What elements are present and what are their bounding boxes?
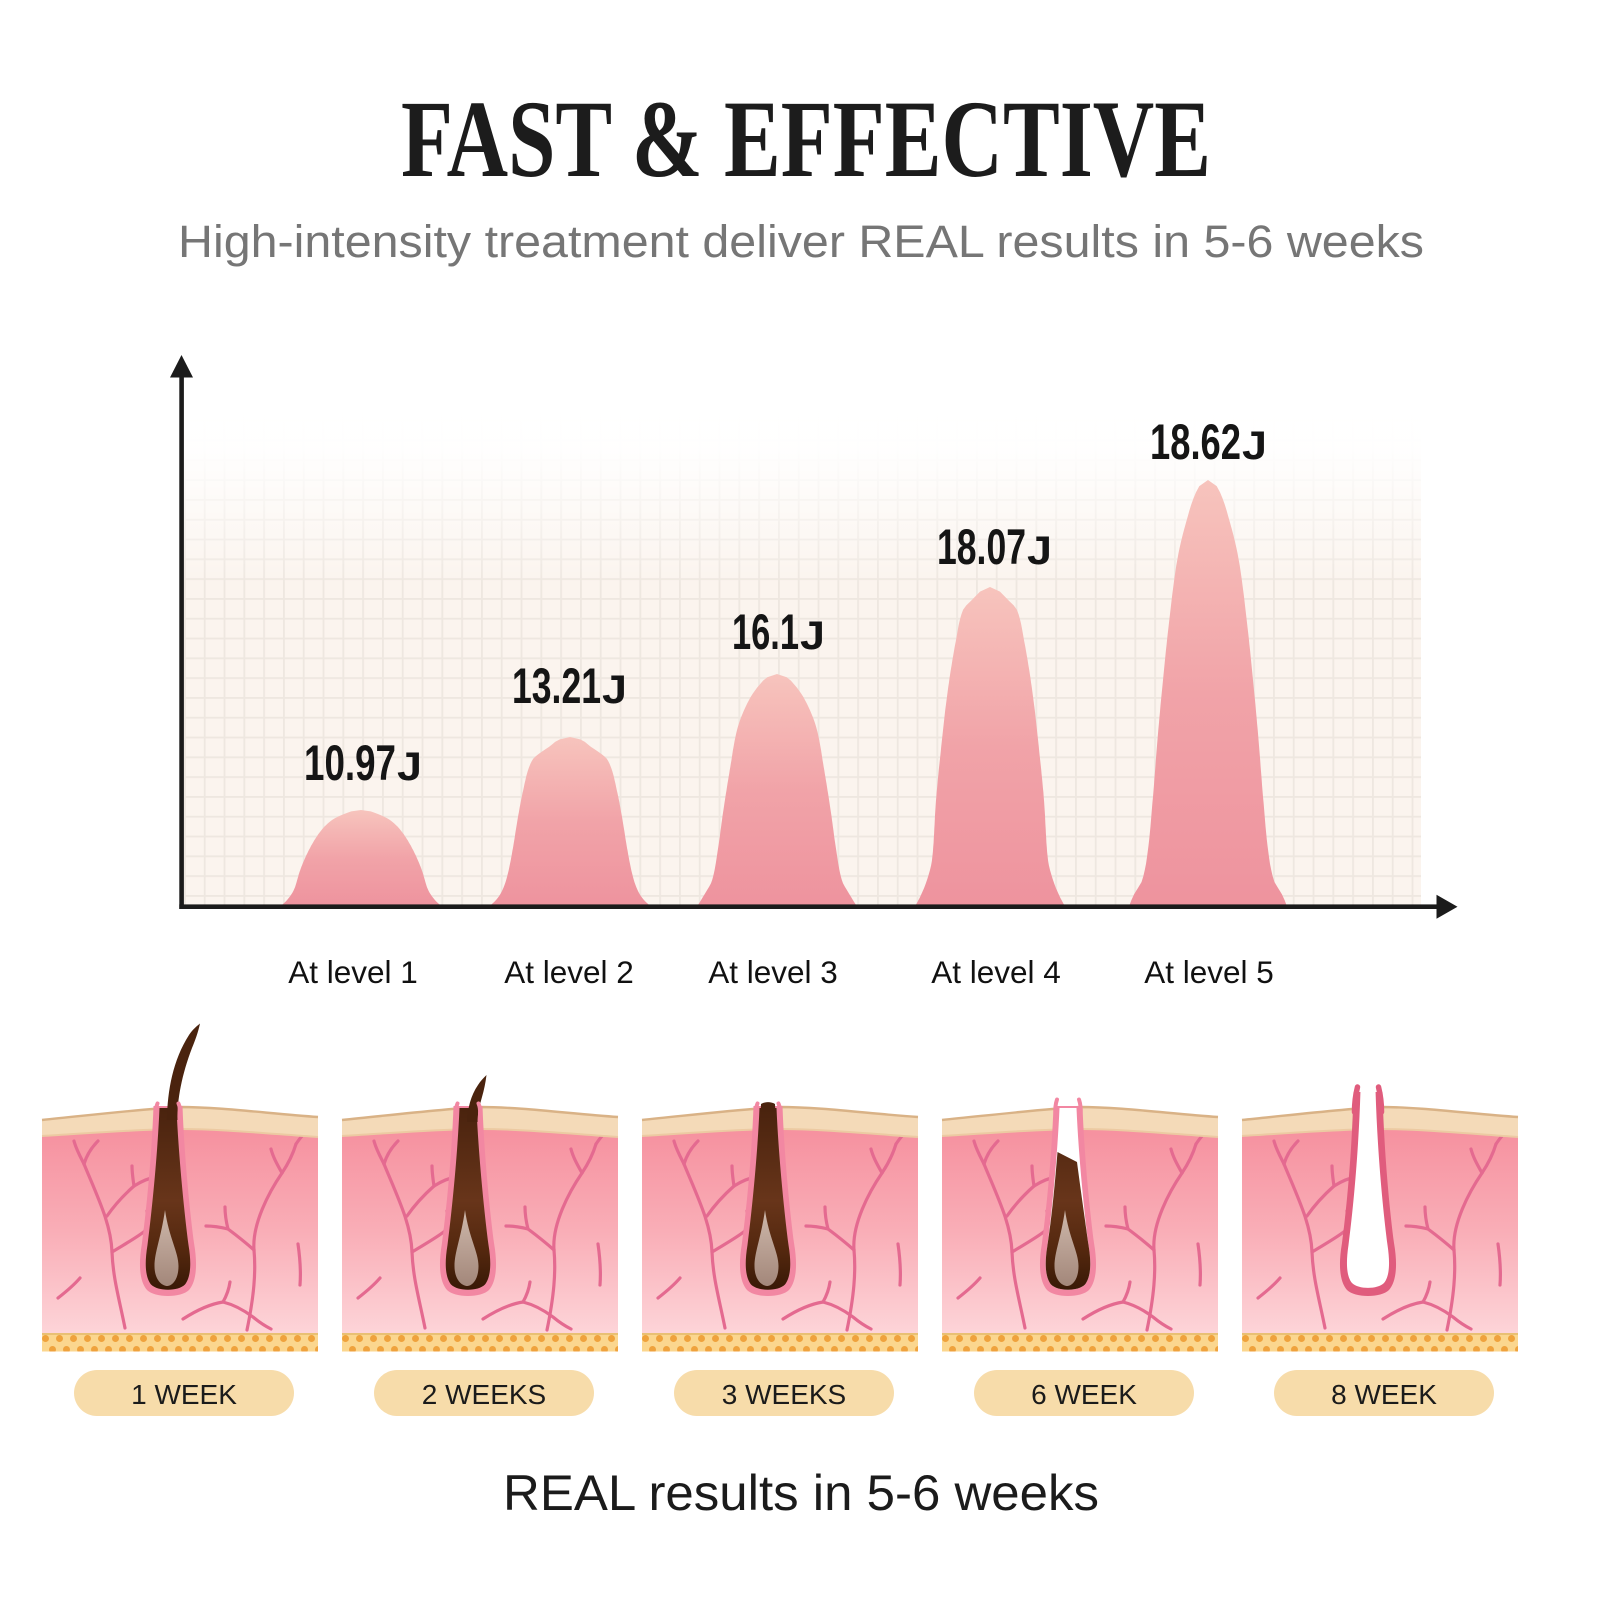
svg-text:18.62: 18.62	[1150, 414, 1241, 470]
svg-text:At level 1: At level 1	[288, 954, 418, 990]
svg-text:At level 4: At level 4	[931, 954, 1061, 990]
svg-text:J: J	[1027, 529, 1052, 573]
svg-text:2 WEEKS: 2 WEEKS	[422, 1379, 546, 1410]
svg-text:13.21: 13.21	[512, 658, 601, 714]
svg-text:1 WEEK: 1 WEEK	[131, 1379, 237, 1410]
svg-text:18.07: 18.07	[937, 519, 1026, 575]
svg-text:10.97: 10.97	[304, 735, 396, 791]
svg-text:6 WEEK: 6 WEEK	[1031, 1379, 1137, 1410]
svg-text:J: J	[800, 614, 825, 658]
svg-text:At level 5: At level 5	[1144, 954, 1274, 990]
svg-text:3 WEEKS: 3 WEEKS	[722, 1379, 846, 1410]
svg-text:At level 2: At level 2	[504, 954, 634, 990]
svg-text:16.1: 16.1	[732, 604, 799, 660]
svg-text:J: J	[602, 668, 627, 712]
svg-text:High-intensity treatment deliv: High-intensity treatment deliver REAL re…	[178, 216, 1424, 267]
svg-text:J: J	[1242, 424, 1267, 468]
svg-text:FAST & EFFECTIVE: FAST & EFFECTIVE	[401, 78, 1211, 200]
svg-text:J: J	[397, 745, 422, 789]
svg-text:8 WEEK: 8 WEEK	[1331, 1379, 1437, 1410]
svg-text:REAL results in 5-6 weeks: REAL results in 5-6 weeks	[503, 1465, 1099, 1521]
svg-text:At level 3: At level 3	[708, 954, 838, 990]
